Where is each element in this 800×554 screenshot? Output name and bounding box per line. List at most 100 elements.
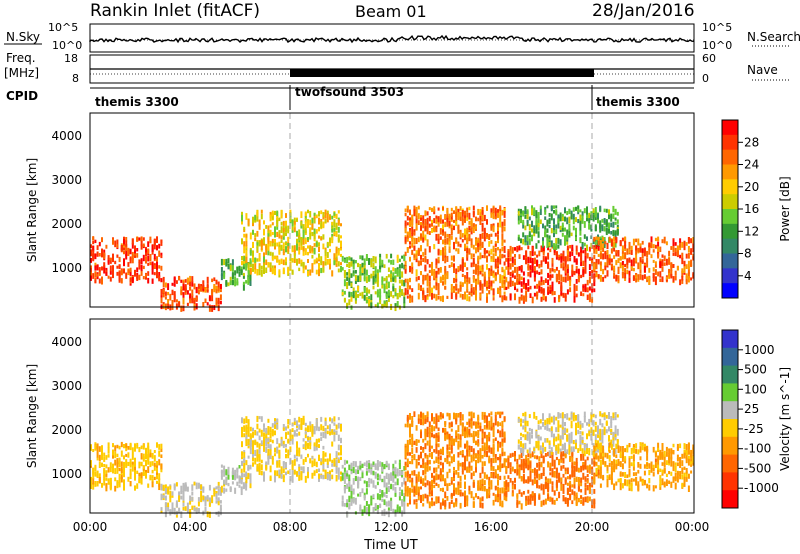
rti-cell xyxy=(424,419,427,424)
rti-cell xyxy=(276,424,279,429)
rti-cell xyxy=(269,444,272,449)
rti-cell xyxy=(542,499,545,506)
rti-cell xyxy=(479,448,482,454)
rti-cell xyxy=(162,484,165,491)
rti-cell xyxy=(346,499,349,505)
rti-cell xyxy=(282,461,285,469)
rti-cell xyxy=(300,241,303,246)
rti-cell xyxy=(439,488,442,492)
rti-cell xyxy=(109,462,112,469)
rti-cell xyxy=(459,502,462,509)
rti-cell xyxy=(186,277,189,284)
rti-cell xyxy=(105,473,108,477)
rti-cell xyxy=(158,473,161,481)
rti-cell xyxy=(138,472,141,477)
rti-cell xyxy=(549,248,552,253)
rti-cell xyxy=(446,233,449,238)
rti-cell xyxy=(488,253,491,257)
rti-cell xyxy=(249,434,252,442)
rti-cell xyxy=(426,417,429,423)
rti-cell xyxy=(442,427,444,433)
rti-cell xyxy=(304,431,307,439)
rti-cell xyxy=(422,481,425,486)
rti-cell xyxy=(396,506,399,512)
rti-cell xyxy=(359,255,362,260)
rti-cell xyxy=(385,460,388,466)
rti-cell xyxy=(182,283,185,291)
rti-cell xyxy=(215,493,218,500)
rti-cell xyxy=(450,218,453,222)
rti-cell xyxy=(617,250,620,257)
rti-cell xyxy=(136,442,139,447)
rti-cell xyxy=(318,454,320,462)
rti-cell xyxy=(245,439,248,447)
rti-cell xyxy=(302,234,305,240)
rti-cell xyxy=(531,211,533,216)
rti-cell xyxy=(657,246,660,253)
rti-cell xyxy=(340,240,342,247)
rti-cell xyxy=(477,484,480,491)
rti-cell xyxy=(406,471,409,479)
rti-cell xyxy=(577,276,580,280)
rti-cell xyxy=(630,259,633,267)
rti-cell xyxy=(448,264,451,268)
rti-cell xyxy=(406,449,409,454)
rti-cell xyxy=(171,502,174,509)
rti-cell xyxy=(267,461,270,465)
rti-cell xyxy=(555,486,558,491)
rti-cell xyxy=(490,248,493,255)
rti-cell xyxy=(442,474,444,482)
rti-cell xyxy=(490,280,493,287)
rti-cell xyxy=(681,275,684,281)
rti-cell xyxy=(535,214,538,219)
rti-cell xyxy=(459,443,462,448)
rti-cell xyxy=(483,271,486,277)
rti-cell xyxy=(624,247,627,252)
rti-cell xyxy=(114,459,117,466)
rti-cell xyxy=(518,471,521,479)
rti-cell xyxy=(404,236,407,243)
rti-cell xyxy=(475,269,477,275)
rti-cell xyxy=(398,459,401,465)
rti-cell xyxy=(497,497,499,502)
rti-cell xyxy=(300,454,303,459)
rti-cell xyxy=(439,477,442,482)
rti-cell xyxy=(318,253,320,258)
rti-cell xyxy=(501,487,504,494)
rti-cell xyxy=(459,288,462,292)
rti-cell xyxy=(639,267,642,274)
rti-cell xyxy=(258,458,261,462)
rti-cell xyxy=(370,495,373,502)
rti-cell xyxy=(372,494,375,499)
rti-cell xyxy=(475,453,477,459)
rti-cell xyxy=(588,276,591,284)
rti-cell xyxy=(352,466,355,474)
rti-cell xyxy=(387,473,390,480)
rti-cell xyxy=(282,231,285,237)
rti-cell xyxy=(241,472,243,478)
rti-cell xyxy=(94,239,97,244)
rti-cell xyxy=(475,216,477,222)
rti-cell xyxy=(582,269,585,276)
rti-cell xyxy=(142,265,145,270)
rti-cell xyxy=(247,419,250,425)
rti-cell xyxy=(206,511,209,518)
rti-cell xyxy=(679,238,682,243)
rti-cell xyxy=(293,421,296,426)
rti-cell xyxy=(424,210,427,217)
rti-cell xyxy=(415,269,418,277)
rti-cell xyxy=(446,412,449,417)
rti-cell xyxy=(258,416,261,420)
rti-cell xyxy=(164,282,167,288)
rti-cell xyxy=(413,209,416,217)
power-ytick-3000: 3000 xyxy=(51,173,82,187)
rti-cell xyxy=(142,237,145,241)
rti-cell xyxy=(492,288,495,296)
rti-cell xyxy=(282,476,285,483)
rti-cell xyxy=(569,279,572,287)
rti-cell xyxy=(217,297,220,304)
rti-cell xyxy=(446,208,449,215)
rti-cell xyxy=(492,492,495,496)
rti-cell xyxy=(415,253,418,259)
rti-cell xyxy=(641,255,644,259)
